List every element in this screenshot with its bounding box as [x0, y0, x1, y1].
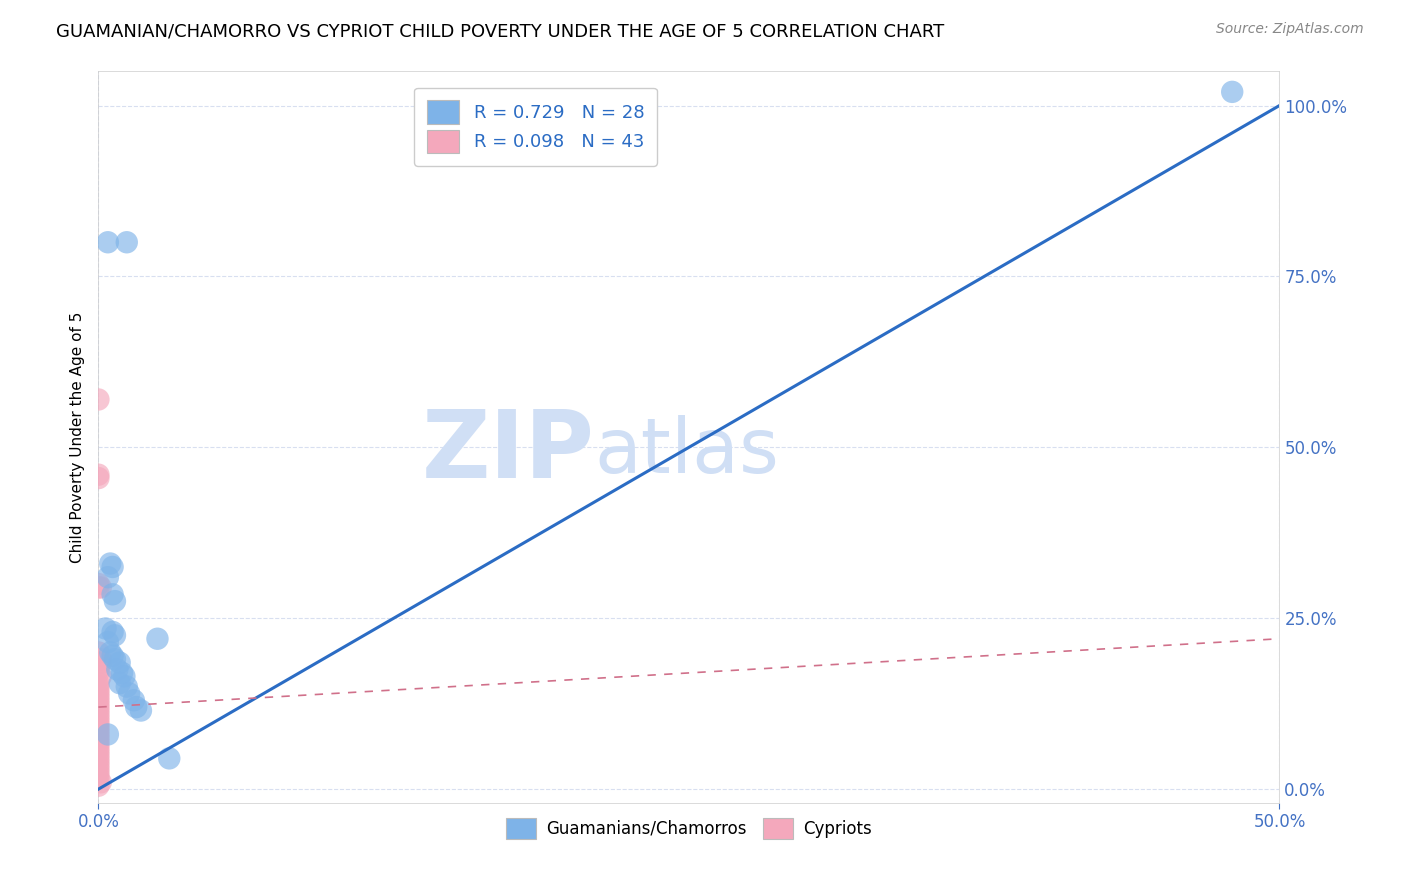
- Point: [87, 755, 110, 769]
- Point: [87, 581, 110, 595]
- Point: [104, 594, 127, 608]
- Point: [90, 581, 112, 595]
- Point: [90, 669, 112, 683]
- Point: [87, 762, 110, 776]
- Text: GUAMANIAN/CHAMORRO VS CYPRIOT CHILD POVERTY UNDER THE AGE OF 5 CORRELATION CHART: GUAMANIAN/CHAMORRO VS CYPRIOT CHILD POVE…: [56, 22, 945, 40]
- Point: [94, 622, 117, 636]
- Point: [87, 680, 110, 694]
- Point: [98, 645, 121, 659]
- Point: [129, 704, 152, 718]
- Point: [105, 663, 128, 677]
- Point: [87, 727, 110, 741]
- Text: atlas: atlas: [595, 415, 779, 489]
- Point: [157, 751, 180, 765]
- Point: [87, 738, 110, 752]
- Point: [101, 560, 124, 574]
- Y-axis label: Child Poverty Under the Age of 5: Child Poverty Under the Age of 5: [70, 311, 86, 563]
- Point: [87, 467, 110, 482]
- Legend: Guamanians/Chamorros, Cypriots: Guamanians/Chamorros, Cypriots: [499, 811, 879, 846]
- Point: [1220, 85, 1243, 99]
- Point: [90, 656, 112, 670]
- Point: [112, 669, 135, 683]
- Point: [146, 632, 169, 646]
- Point: [87, 747, 110, 762]
- Point: [87, 676, 110, 690]
- Text: Source: ZipAtlas.com: Source: ZipAtlas.com: [1216, 22, 1364, 37]
- Point: [87, 690, 110, 704]
- Point: [104, 652, 127, 666]
- Point: [87, 731, 110, 745]
- Point: [87, 741, 110, 756]
- Point: [87, 665, 110, 680]
- Point: [122, 693, 145, 707]
- Point: [87, 710, 110, 724]
- Point: [87, 717, 110, 731]
- Point: [87, 683, 110, 698]
- Point: [118, 686, 141, 700]
- Point: [101, 648, 124, 663]
- Point: [87, 704, 110, 718]
- Point: [98, 557, 121, 571]
- Point: [87, 768, 110, 782]
- Point: [87, 751, 110, 765]
- Point: [115, 680, 138, 694]
- Point: [97, 727, 120, 741]
- Point: [87, 745, 110, 759]
- Point: [125, 700, 148, 714]
- Point: [87, 772, 110, 786]
- Point: [111, 665, 134, 680]
- Point: [104, 628, 127, 642]
- Point: [101, 587, 124, 601]
- Point: [115, 235, 138, 250]
- Point: [108, 656, 131, 670]
- Point: [87, 765, 110, 780]
- Point: [87, 392, 110, 407]
- Point: [87, 663, 110, 677]
- Text: ZIP: ZIP: [422, 406, 595, 498]
- Point: [87, 645, 110, 659]
- Point: [108, 676, 131, 690]
- Point: [97, 570, 120, 584]
- Point: [87, 721, 110, 735]
- Point: [101, 624, 124, 639]
- Point: [87, 758, 110, 772]
- Point: [87, 577, 110, 591]
- Point: [87, 471, 110, 485]
- Point: [87, 697, 110, 711]
- Point: [97, 235, 120, 250]
- Point: [90, 652, 112, 666]
- Point: [87, 734, 110, 748]
- Point: [87, 779, 110, 793]
- Point: [87, 700, 110, 714]
- Point: [90, 775, 112, 789]
- Point: [87, 724, 110, 739]
- Point: [87, 714, 110, 728]
- Point: [87, 686, 110, 700]
- Point: [97, 635, 120, 649]
- Point: [87, 693, 110, 707]
- Point: [87, 706, 110, 721]
